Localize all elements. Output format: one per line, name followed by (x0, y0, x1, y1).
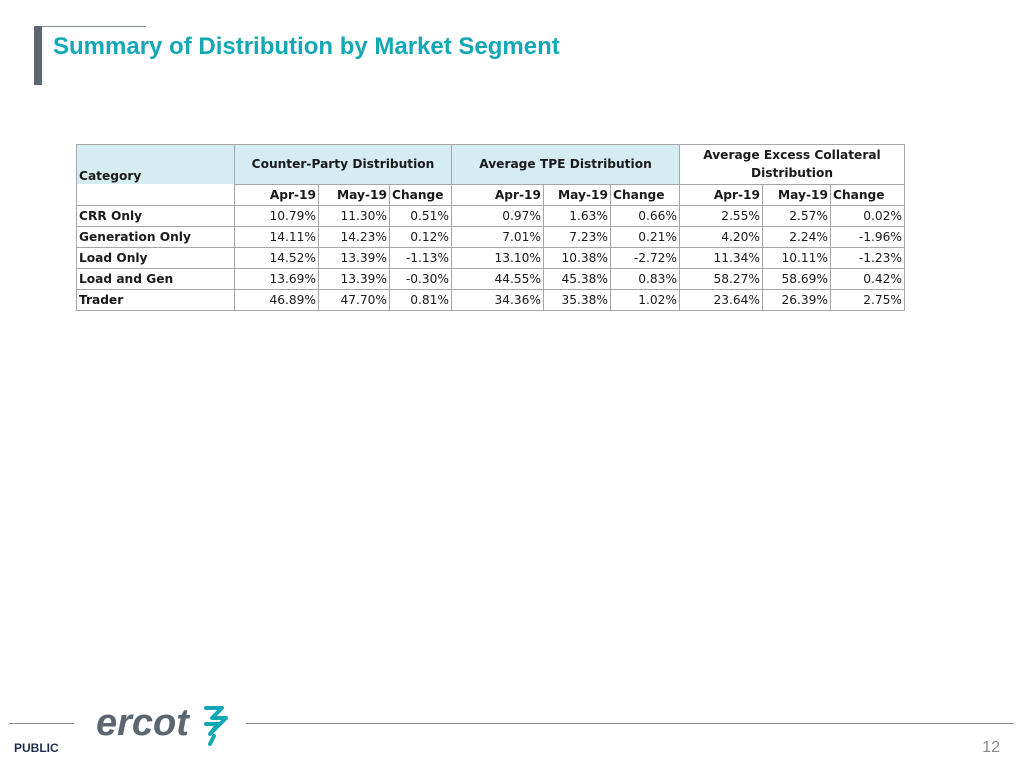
cell: 0.42% (830, 267, 905, 290)
footer-rule-left (9, 723, 74, 724)
table-row: CRR Only 10.79% 11.30% 0.51% 0.97% 1.63%… (76, 204, 905, 227)
cell: 0.83% (610, 267, 680, 290)
sub-header-apr: Apr-19 (451, 183, 544, 206)
cell: 58.69% (762, 267, 831, 290)
cell: 14.23% (318, 225, 390, 248)
cell: 13.39% (318, 267, 390, 290)
ercot-logo-text: ercot (96, 702, 190, 744)
row-category: Load Only (76, 246, 235, 269)
cell: 11.30% (318, 204, 390, 227)
cell: 1.63% (543, 204, 611, 227)
row-category: Generation Only (76, 225, 235, 248)
cell: 46.89% (234, 288, 319, 311)
cell: 2.57% (762, 204, 831, 227)
cell: -1.23% (830, 246, 905, 269)
cell: 13.69% (234, 267, 319, 290)
cell: 0.97% (451, 204, 544, 227)
cell: 44.55% (451, 267, 544, 290)
cell: 11.34% (679, 246, 763, 269)
row-category: Load and Gen (76, 267, 235, 290)
sub-header-may: May-19 (543, 183, 611, 206)
cell: -1.96% (830, 225, 905, 248)
table-row: Trader 46.89% 47.70% 0.81% 34.36% 35.38%… (76, 288, 905, 311)
cell: 10.11% (762, 246, 831, 269)
group-header-row: Category Counter-Party Distribution Aver… (76, 144, 905, 184)
cell: 35.38% (543, 288, 611, 311)
cell: 4.20% (679, 225, 763, 248)
page-number: 12 (982, 739, 1000, 756)
cell: 14.52% (234, 246, 319, 269)
cell: 0.12% (389, 225, 452, 248)
cell: 23.64% (679, 288, 763, 311)
cell: 0.21% (610, 225, 680, 248)
cell: 26.39% (762, 288, 831, 311)
excess-collateral-header: Average Excess Collateral Distribution (679, 144, 905, 184)
sub-header-blank (76, 184, 235, 206)
cell: -2.72% (610, 246, 680, 269)
footer-rule-right (246, 723, 1014, 724)
title-accent-bar (34, 26, 42, 85)
cell: 0.66% (610, 204, 680, 227)
cell: 7.01% (451, 225, 544, 248)
slide-title: Summary of Distribution by Market Segmen… (53, 33, 560, 60)
cell: 0.02% (830, 204, 905, 227)
table-row: Generation Only 14.11% 14.23% 0.12% 7.01… (76, 225, 905, 248)
row-category: Trader (76, 288, 235, 311)
category-header: Category (76, 144, 235, 184)
cell: 1.02% (610, 288, 680, 311)
cell: 10.79% (234, 204, 319, 227)
cell: 14.11% (234, 225, 319, 248)
sub-header-may: May-19 (762, 183, 831, 206)
cell: -0.30% (389, 267, 452, 290)
sub-header-change: Change (610, 183, 680, 206)
counter-party-header: Counter-Party Distribution (234, 144, 452, 184)
cell: 2.24% (762, 225, 831, 248)
cell: 45.38% (543, 267, 611, 290)
sub-header-row: Apr-19 May-19 Change Apr-19 May-19 Chang… (76, 183, 905, 206)
cell: 2.55% (679, 204, 763, 227)
sub-header-apr: Apr-19 (679, 183, 763, 206)
footer-classification-label: PUBLIC (14, 741, 59, 755)
sub-header-change: Change (830, 183, 905, 206)
cell: 2.75% (830, 288, 905, 311)
cell: 58.27% (679, 267, 763, 290)
tpe-header: Average TPE Distribution (451, 144, 680, 184)
distribution-table: Category Counter-Party Distribution Aver… (76, 144, 905, 311)
title-accent-rule (34, 26, 146, 27)
cell: 34.36% (451, 288, 544, 311)
row-category: CRR Only (76, 204, 235, 227)
ercot-logo: ercot (96, 702, 228, 746)
cell: 13.39% (318, 246, 390, 269)
cell: 0.51% (389, 204, 452, 227)
sub-header-apr: Apr-19 (234, 183, 319, 206)
cell: 7.23% (543, 225, 611, 248)
cell: 13.10% (451, 246, 544, 269)
lightning-bolt-icon (204, 706, 228, 746)
cell: 0.81% (389, 288, 452, 311)
table-row: Load and Gen 13.69% 13.39% -0.30% 44.55%… (76, 267, 905, 290)
cell: 10.38% (543, 246, 611, 269)
sub-header-may: May-19 (318, 183, 390, 206)
sub-header-change: Change (389, 183, 452, 206)
cell: 47.70% (318, 288, 390, 311)
cell: -1.13% (389, 246, 452, 269)
table-row: Load Only 14.52% 13.39% -1.13% 13.10% 10… (76, 246, 905, 269)
